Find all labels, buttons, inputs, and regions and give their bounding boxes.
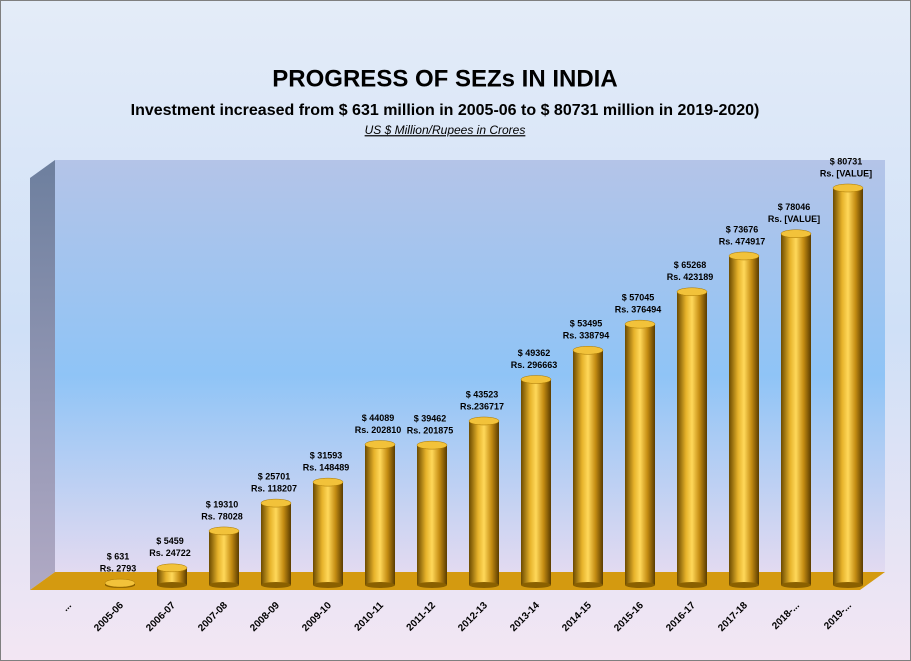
bar bbox=[469, 420, 499, 585]
usd-label: $ 57045 bbox=[622, 293, 655, 303]
chart-subtitle: Investment increased from $ 631 million … bbox=[131, 102, 760, 119]
usd-label: $ 73676 bbox=[726, 224, 759, 234]
bar-top bbox=[572, 346, 604, 355]
bar-base bbox=[417, 582, 447, 588]
usd-label: $ 78046 bbox=[778, 202, 811, 212]
bar bbox=[417, 445, 447, 585]
bar bbox=[573, 350, 603, 585]
bar-top bbox=[780, 229, 812, 238]
bar-top bbox=[312, 477, 344, 487]
bar bbox=[781, 233, 811, 585]
bar-base bbox=[521, 582, 551, 588]
bar bbox=[521, 379, 551, 585]
bar bbox=[261, 503, 291, 585]
bar-top bbox=[676, 287, 708, 297]
bar bbox=[677, 291, 707, 585]
usd-label: $ 53495 bbox=[570, 319, 603, 329]
side-wall bbox=[30, 160, 55, 590]
usd-label: $ 43523 bbox=[466, 389, 499, 399]
bar-base bbox=[469, 582, 499, 588]
bar-base bbox=[365, 582, 395, 588]
floor bbox=[30, 572, 885, 590]
usd-label: $ 5459 bbox=[156, 536, 184, 546]
bar-base bbox=[729, 582, 759, 588]
bar-base bbox=[833, 582, 863, 588]
usd-label: $ 25701 bbox=[258, 471, 291, 481]
bar-top bbox=[260, 498, 292, 508]
usd-label: $ 31593 bbox=[310, 450, 343, 460]
bar bbox=[833, 188, 863, 585]
bar-base bbox=[625, 582, 655, 588]
bar-base bbox=[313, 582, 343, 588]
value-label: Rs. [VALUE] bbox=[768, 214, 820, 224]
bar-base bbox=[261, 582, 291, 588]
usd-label: $ 44089 bbox=[362, 413, 395, 423]
bar bbox=[157, 567, 187, 585]
bar-top bbox=[832, 183, 864, 193]
value-label: Rs. 423189 bbox=[667, 272, 714, 282]
value-label: Rs. 474917 bbox=[719, 236, 766, 246]
unit-note: US $ Million/Rupees in Crores bbox=[365, 123, 526, 137]
value-label: Rs. 148489 bbox=[303, 462, 350, 472]
bar-base bbox=[209, 582, 239, 588]
bar-top bbox=[624, 319, 656, 329]
value-label: Rs. [VALUE] bbox=[820, 168, 872, 178]
bar-base bbox=[573, 582, 603, 588]
bar-top bbox=[416, 440, 448, 450]
usd-label: $ 49362 bbox=[518, 348, 551, 358]
usd-label: $ 631 bbox=[107, 551, 130, 561]
usd-label: $ 65268 bbox=[674, 260, 707, 270]
value-label: Rs. 338794 bbox=[563, 331, 610, 341]
usd-label: $ 39462 bbox=[414, 414, 447, 424]
value-label: Rs. 376494 bbox=[615, 305, 662, 315]
bar-top bbox=[520, 375, 552, 384]
value-label: Rs. 118207 bbox=[251, 483, 297, 493]
value-label: Rs.236717 bbox=[460, 401, 504, 411]
bar-base bbox=[781, 582, 811, 588]
bar-base bbox=[157, 582, 187, 588]
usd-label: $ 80731 bbox=[830, 156, 863, 166]
bar-top bbox=[156, 563, 188, 573]
bar bbox=[729, 255, 759, 585]
bar-top bbox=[728, 251, 760, 261]
value-label: Rs. 78028 bbox=[201, 511, 243, 521]
usd-label: $ 19310 bbox=[206, 499, 239, 509]
bar bbox=[313, 482, 343, 585]
bar bbox=[365, 444, 395, 585]
bar-top bbox=[208, 526, 240, 536]
value-label: Rs. 201875 bbox=[407, 426, 454, 436]
chart-title: PROGRESS OF SEZs IN INDIA bbox=[272, 65, 617, 92]
value-label: Rs. 202810 bbox=[355, 425, 402, 435]
bar-base bbox=[677, 582, 707, 588]
bar-top bbox=[468, 416, 500, 426]
bar-top bbox=[364, 440, 396, 449]
value-label: Rs. 24722 bbox=[149, 548, 191, 558]
bar-top bbox=[104, 578, 136, 588]
bar bbox=[625, 324, 655, 585]
back-wall bbox=[30, 160, 885, 590]
value-label: Rs. 2793 bbox=[100, 563, 137, 573]
value-label: Rs. 296663 bbox=[511, 360, 558, 370]
bar bbox=[209, 530, 239, 585]
